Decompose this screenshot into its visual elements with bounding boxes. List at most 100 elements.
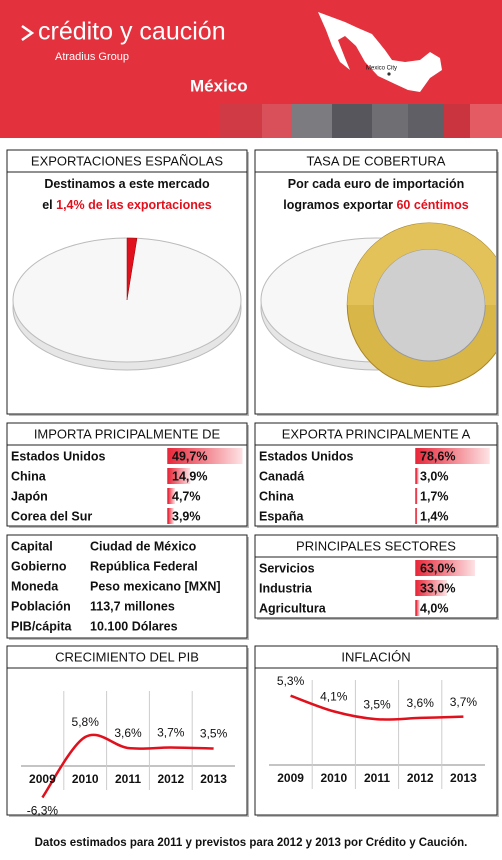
map-label: Mexico City bbox=[366, 66, 397, 72]
info-value: 10.100 Dólares bbox=[90, 619, 178, 633]
bar bbox=[416, 448, 490, 464]
bar bbox=[168, 488, 176, 504]
panel-title: EXPORTA PRINCIPALMENTE A bbox=[282, 426, 471, 441]
panel-text: el 1,4% de las exportaciones bbox=[42, 198, 212, 212]
bar bbox=[416, 560, 476, 576]
x-tick-label: 2013 bbox=[450, 771, 477, 785]
panel-text: Destinamos a este mercado bbox=[44, 177, 210, 191]
panel-title: INFLACIÓN bbox=[341, 649, 410, 664]
value-label: 3,5% bbox=[200, 727, 228, 741]
info-value: República Federal bbox=[90, 559, 198, 573]
panel-text: logramos exportar 60 céntimos bbox=[283, 198, 469, 212]
info-key: Población bbox=[11, 599, 71, 613]
panel bbox=[254, 534, 498, 619]
value-label: 3,7% bbox=[450, 695, 478, 709]
logo-mark bbox=[21, 24, 35, 42]
value-label: 4,1% bbox=[320, 690, 348, 704]
row-label: Estados Unidos bbox=[259, 449, 354, 463]
panel-title: EXPORTACIONES ESPAÑOLAS bbox=[31, 153, 223, 168]
info-value: Peso mexicano [MXN] bbox=[90, 579, 221, 593]
panel bbox=[6, 534, 248, 639]
row-label: Corea del Sur bbox=[11, 509, 92, 523]
row-label: España bbox=[259, 509, 305, 523]
value-label: 1,7% bbox=[420, 489, 449, 503]
text-part: 1,4% de las exportaciones bbox=[56, 198, 212, 212]
bar bbox=[168, 508, 174, 524]
coin-gold bbox=[347, 223, 496, 305]
value-label: 3,7% bbox=[157, 726, 185, 740]
panel-text: Por cada euro de importación bbox=[288, 177, 464, 191]
bar bbox=[416, 468, 419, 484]
value-label: 3,9% bbox=[172, 509, 201, 523]
value-label: 4,7% bbox=[172, 489, 201, 503]
coin bbox=[346, 222, 496, 388]
strip bbox=[220, 104, 502, 138]
x-tick-label: 2012 bbox=[157, 772, 184, 786]
panel bbox=[254, 422, 498, 527]
row-label: China bbox=[11, 469, 47, 483]
bar bbox=[168, 448, 243, 464]
x-tick-label: 2010 bbox=[320, 771, 347, 785]
map bbox=[318, 12, 442, 92]
value-label: -6,3% bbox=[27, 804, 59, 818]
bar bbox=[416, 580, 447, 596]
info-key: PIB/cápita bbox=[11, 619, 72, 633]
footer: Datos estimados para 2011 y previstos pa… bbox=[35, 837, 468, 849]
brand: crédito y caución bbox=[38, 18, 226, 46]
line bbox=[290, 694, 464, 721]
info-value: 113,7 millones bbox=[90, 599, 175, 613]
text-part: Por cada euro de importación bbox=[288, 177, 464, 191]
x-tick-label: 2011 bbox=[364, 771, 390, 785]
x-tick-label: 2011 bbox=[115, 772, 141, 786]
info-key: Gobierno bbox=[11, 559, 67, 573]
x-tick-label: 2010 bbox=[72, 772, 99, 786]
value-label: 3,6% bbox=[407, 696, 435, 710]
text-part: logramos exportar bbox=[283, 198, 396, 212]
value-label: 5,8% bbox=[72, 715, 100, 729]
panel bbox=[6, 645, 248, 816]
x-tick-label: 2009 bbox=[29, 772, 56, 786]
subbrand: Atradius Group bbox=[55, 51, 129, 63]
panel-title: CRECIMIENTO DEL PIB bbox=[55, 649, 199, 664]
panel bbox=[254, 645, 498, 816]
bar bbox=[168, 468, 191, 484]
value-label: 14,9% bbox=[172, 469, 207, 483]
row-label: Japón bbox=[11, 489, 48, 503]
panel bbox=[6, 422, 248, 527]
value-label: 63,0% bbox=[420, 561, 455, 575]
row-label: Agricultura bbox=[259, 601, 327, 615]
bar bbox=[416, 600, 420, 616]
pie-slice bbox=[126, 237, 138, 301]
bar bbox=[416, 488, 418, 504]
row-label: Servicios bbox=[259, 561, 315, 575]
country: México bbox=[190, 76, 248, 95]
row-label: Estados Unidos bbox=[11, 449, 106, 463]
info-value: Ciudad de México bbox=[90, 539, 197, 553]
value-label: 3,0% bbox=[420, 469, 449, 483]
text-part: el bbox=[42, 198, 56, 212]
value-label: 1,4% bbox=[420, 509, 449, 523]
info-key: Capital bbox=[11, 539, 53, 553]
row-label: Industria bbox=[259, 581, 313, 595]
text-part: Destinamos a este mercado bbox=[44, 177, 210, 191]
x-tick-label: 2013 bbox=[200, 772, 227, 786]
value-label: 78,6% bbox=[420, 449, 455, 463]
value-label: 5,3% bbox=[277, 674, 305, 688]
value-label: 4,0% bbox=[420, 601, 449, 615]
panel-title: PRINCIPALES SECTORES bbox=[296, 538, 456, 553]
value-label: 3,5% bbox=[363, 697, 391, 711]
row-label: China bbox=[259, 489, 295, 503]
x-tick-label: 2009 bbox=[277, 771, 304, 785]
value-label: 49,7% bbox=[172, 449, 207, 463]
map-dot bbox=[387, 72, 391, 76]
text-part: 60 céntimos bbox=[396, 198, 468, 212]
value-label: 3,6% bbox=[114, 726, 142, 740]
row-label: Canadá bbox=[259, 469, 304, 483]
panel-title: IMPORTA PRICIPALMENTE DE bbox=[34, 426, 221, 441]
line bbox=[41, 733, 214, 799]
coin-centre bbox=[372, 248, 486, 362]
panel-title: TASA DE COBERTURA bbox=[307, 153, 446, 168]
info-key: Moneda bbox=[11, 579, 59, 593]
